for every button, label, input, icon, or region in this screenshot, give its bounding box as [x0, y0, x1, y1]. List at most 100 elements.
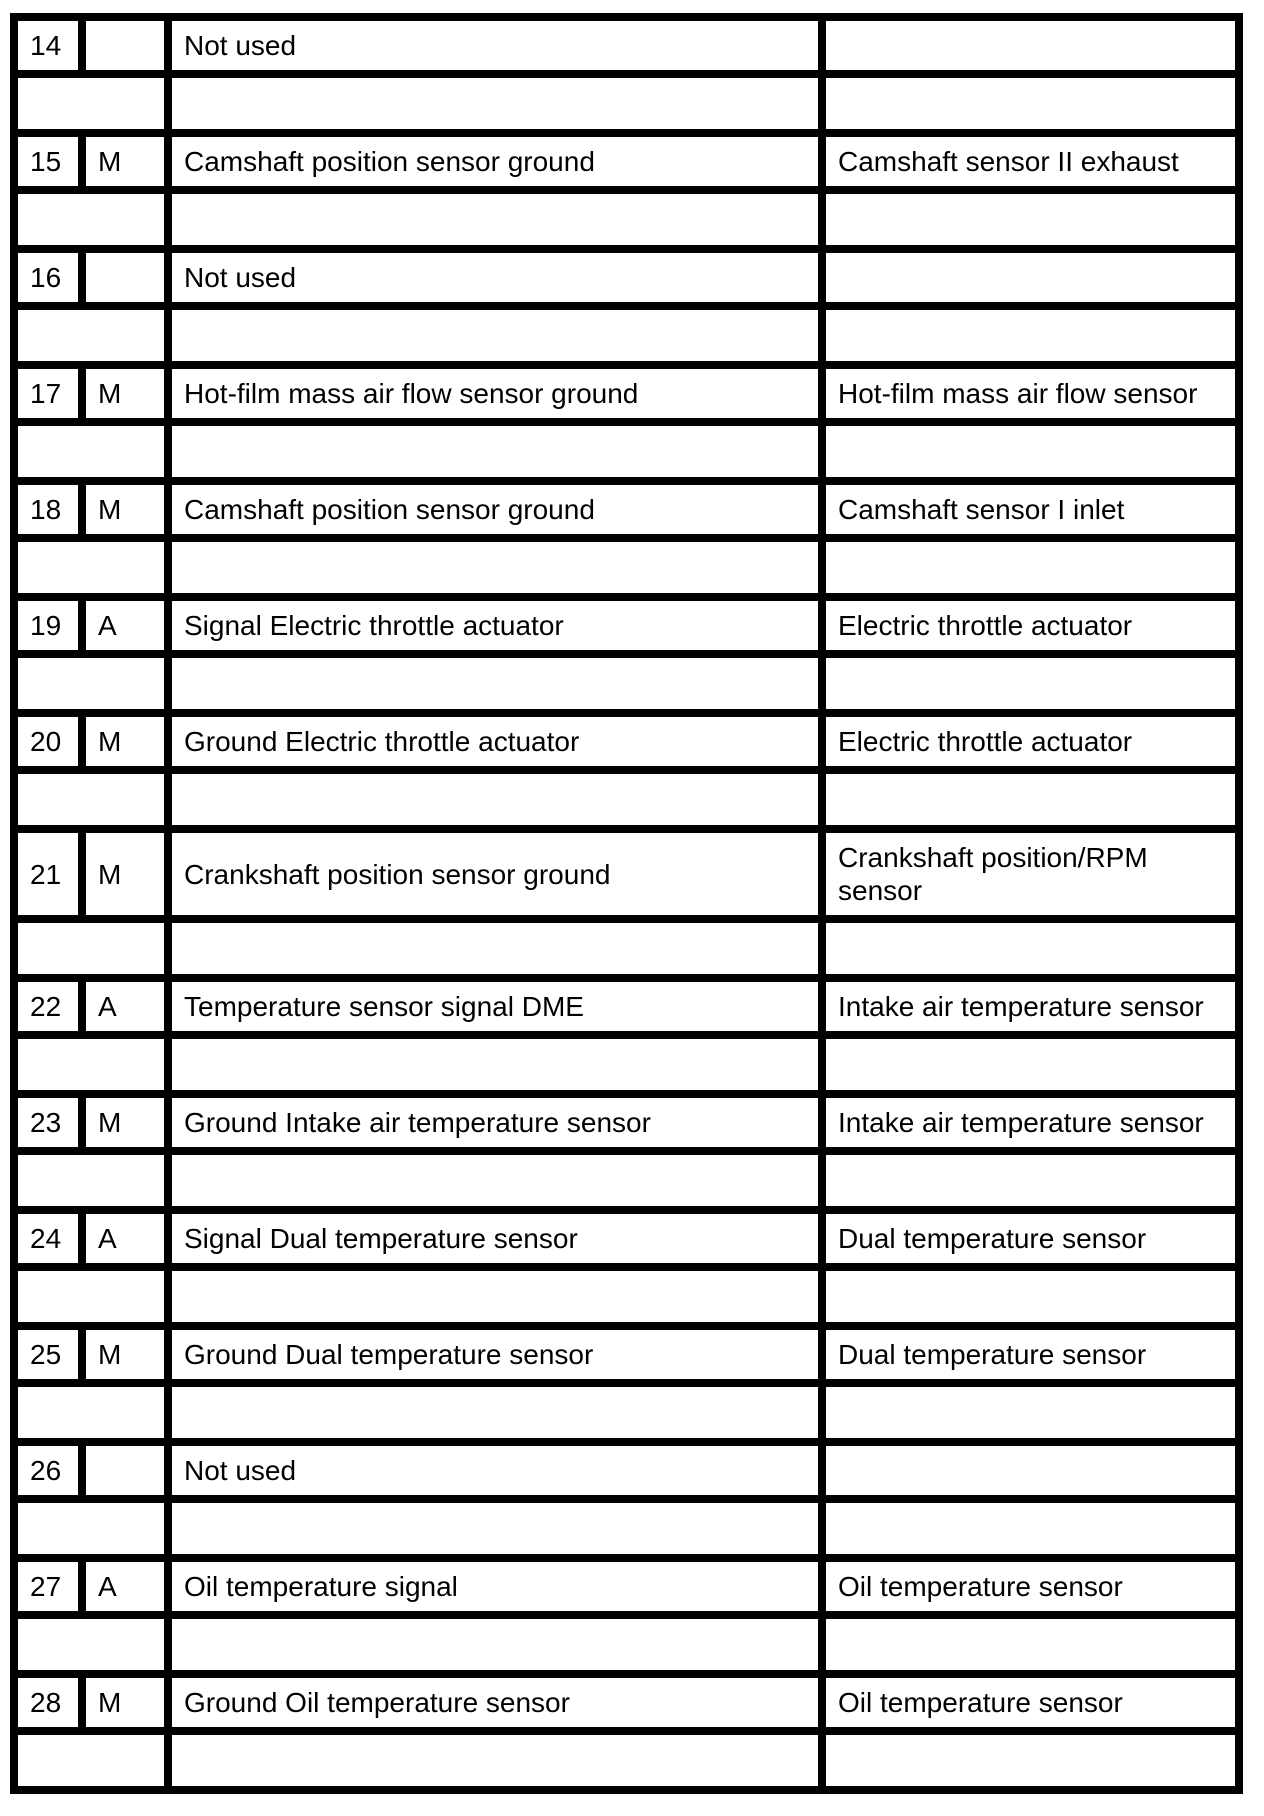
- cell-component: Electric throttle actuator: [826, 601, 1235, 650]
- spacer-right: [826, 1387, 1235, 1438]
- cell-type: M: [86, 1098, 164, 1147]
- spacer-right: [826, 1735, 1235, 1786]
- table-row: 17 M Hot-film mass air flow sensor ground H…: [18, 369, 1235, 418]
- table-row: 18 M Camshaft position sensor ground Camsha…: [18, 485, 1235, 534]
- cell-component: [826, 1446, 1235, 1495]
- cell-description: Temperature sensor signal DME: [172, 982, 818, 1031]
- spacer-left: [18, 426, 164, 477]
- table-row: 19 A Signal Electric throttle actuator Elec…: [18, 601, 1235, 650]
- cell-pin: 19: [18, 601, 78, 650]
- cell-pin: 20: [18, 717, 78, 766]
- cell-pin: 25: [18, 1330, 78, 1379]
- spacer-row: [18, 774, 1235, 825]
- cell-description: Crankshaft position sensor ground: [172, 833, 818, 915]
- spacer-left: [18, 658, 164, 709]
- cell-component: [826, 253, 1235, 302]
- spacer-left: [18, 1735, 164, 1786]
- cell-type: M: [86, 1330, 164, 1379]
- cell-component: Dual temperature sensor: [826, 1214, 1235, 1263]
- spacer-right: [826, 1271, 1235, 1322]
- cell-component: Electric throttle actuator: [826, 717, 1235, 766]
- spacer-row: [18, 310, 1235, 361]
- spacer-row: [18, 1735, 1235, 1786]
- spacer-right: [826, 1503, 1235, 1554]
- cell-component: Camshaft sensor I inlet: [826, 485, 1235, 534]
- cell-component: Oil temperature sensor: [826, 1562, 1235, 1611]
- cell-pin: 26: [18, 1446, 78, 1495]
- cell-description: Ground Intake air temperature sensor: [172, 1098, 818, 1147]
- cell-pin: 23: [18, 1098, 78, 1147]
- spacer-mid: [172, 1039, 818, 1090]
- spacer-left: [18, 1503, 164, 1554]
- cell-component: [826, 21, 1235, 70]
- cell-component: Oil temperature sensor: [826, 1678, 1235, 1727]
- spacer-mid: [172, 923, 818, 974]
- cell-type: M: [86, 717, 164, 766]
- spacer-row: [18, 194, 1235, 245]
- spacer-right: [826, 310, 1235, 361]
- spacer-right: [826, 542, 1235, 593]
- spacer-row: [18, 78, 1235, 129]
- table-row: 26 Not used: [18, 1446, 1235, 1495]
- cell-pin: 18: [18, 485, 78, 534]
- cell-pin: 27: [18, 1562, 78, 1611]
- cell-description: Not used: [172, 21, 818, 70]
- spacer-right: [826, 426, 1235, 477]
- spacer-row: [18, 1039, 1235, 1090]
- cell-component: Crankshaft position/RPM sensor: [826, 833, 1235, 915]
- cell-description: Ground Dual temperature sensor: [172, 1330, 818, 1379]
- table-row: 27 A Oil temperature signal Oil temperature…: [18, 1562, 1235, 1611]
- spacer-mid: [172, 310, 818, 361]
- spacer-row: [18, 1271, 1235, 1322]
- spacer-left: [18, 923, 164, 974]
- spacer-right: [826, 923, 1235, 974]
- cell-type: A: [86, 601, 164, 650]
- cell-description: Signal Electric throttle actuator: [172, 601, 818, 650]
- cell-type: A: [86, 1214, 164, 1263]
- cell-description: Hot-film mass air flow sensor ground: [172, 369, 818, 418]
- table-row: 15 M Camshaft position sensor ground Camsha…: [18, 137, 1235, 186]
- spacer-mid: [172, 194, 818, 245]
- spacer-mid: [172, 78, 818, 129]
- cell-type: M: [86, 833, 164, 915]
- cell-component: Camshaft sensor II exhaust: [826, 137, 1235, 186]
- table-row: 22 A Temperature sensor signal DME Intake a…: [18, 982, 1235, 1031]
- cell-description: Ground Electric throttle actuator: [172, 717, 818, 766]
- spacer-left: [18, 774, 164, 825]
- cell-description: Oil temperature signal: [172, 1562, 818, 1611]
- spacer-right: [826, 774, 1235, 825]
- cell-type: M: [86, 137, 164, 186]
- spacer-left: [18, 1271, 164, 1322]
- cell-type: M: [86, 1678, 164, 1727]
- spacer-mid: [172, 1503, 818, 1554]
- spacer-mid: [172, 658, 818, 709]
- spacer-mid: [172, 1735, 818, 1786]
- spacer-mid: [172, 774, 818, 825]
- spacer-row: [18, 1387, 1235, 1438]
- spacer-left: [18, 78, 164, 129]
- spacer-row: [18, 923, 1235, 974]
- cell-pin: 15: [18, 137, 78, 186]
- cell-type: [86, 253, 164, 302]
- cell-pin: 17: [18, 369, 78, 418]
- table-row: 23 M Ground Intake air temperature sensor I…: [18, 1098, 1235, 1147]
- cell-description: Not used: [172, 1446, 818, 1495]
- cell-description: Camshaft position sensor ground: [172, 485, 818, 534]
- cell-description: Signal Dual temperature sensor: [172, 1214, 818, 1263]
- spacer-left: [18, 542, 164, 593]
- spacer-mid: [172, 1387, 818, 1438]
- cell-component: Hot-film mass air flow sensor: [826, 369, 1235, 418]
- cell-description: Camshaft position sensor ground: [172, 137, 818, 186]
- cell-pin: 21: [18, 833, 78, 915]
- table-row: 20 M Ground Electric throttle actuator Elec…: [18, 717, 1235, 766]
- cell-type: M: [86, 485, 164, 534]
- spacer-right: [826, 1619, 1235, 1670]
- cell-pin: 22: [18, 982, 78, 1031]
- spacer-left: [18, 1039, 164, 1090]
- cell-type: A: [86, 1562, 164, 1611]
- spacer-right: [826, 78, 1235, 129]
- cell-component: Intake air temperature sensor: [826, 1098, 1235, 1147]
- cell-type: A: [86, 982, 164, 1031]
- spacer-right: [826, 658, 1235, 709]
- spacer-right: [826, 1039, 1235, 1090]
